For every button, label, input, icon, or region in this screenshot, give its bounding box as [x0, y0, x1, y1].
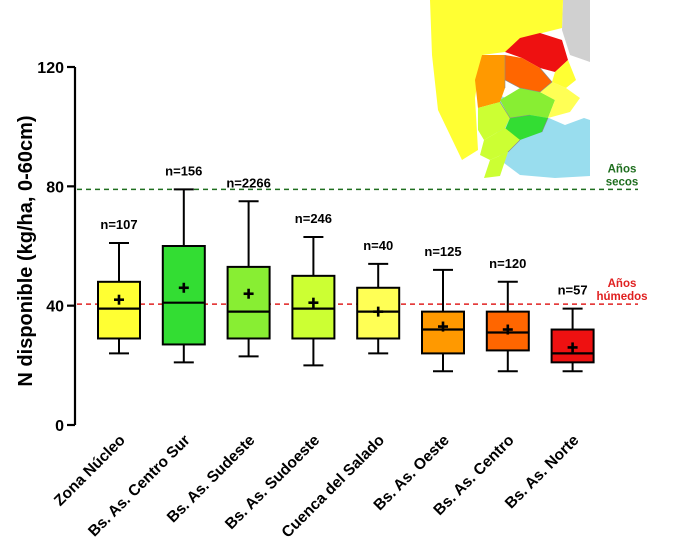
n-label: n=57: [558, 283, 588, 298]
reference-line-label: Años: [608, 163, 637, 175]
n-label: n=125: [424, 244, 461, 259]
box-3: [226, 200, 271, 358]
n-label: n=246: [295, 211, 332, 226]
box-6: [421, 268, 465, 373]
n-label: n=107: [100, 217, 137, 232]
box-2: [161, 188, 206, 364]
box-5: [356, 262, 401, 355]
y-tick-label: 40: [46, 299, 64, 316]
y-tick-label: 80: [46, 179, 64, 196]
box-7: [485, 280, 530, 373]
y-tick-label: 0: [55, 418, 64, 435]
axes: 0 40 80 120 N disponible (kg/ha, 0-60cm): [15, 60, 77, 435]
reference-line-label: Años: [608, 278, 637, 290]
map-inset: [430, 0, 590, 195]
iqr-box: [421, 310, 465, 355]
n-label: n=2266: [226, 175, 270, 190]
y-axis-label: N disponible (kg/ha, 0-60cm): [15, 115, 37, 386]
reference-line-label: húmedos: [596, 291, 647, 303]
iqr-box: [291, 274, 336, 340]
iqr-box: [226, 265, 271, 340]
reference-line-label: secos: [606, 176, 639, 188]
n-label: n=120: [489, 256, 526, 271]
iqr-box: [161, 245, 206, 346]
n-label: n=40: [363, 238, 393, 253]
boxes: [97, 188, 595, 373]
y-tick-label: 120: [37, 60, 64, 77]
n-label: n=156: [165, 163, 202, 178]
box-4: [291, 236, 336, 367]
iqr-box: [97, 280, 141, 340]
box-8: [550, 307, 595, 373]
box-1: [97, 242, 141, 355]
